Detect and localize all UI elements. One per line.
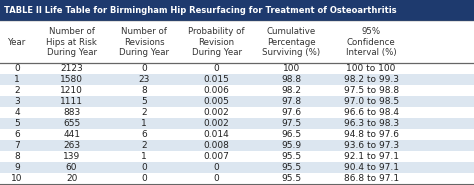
Text: 9: 9 bbox=[14, 163, 20, 172]
Text: 86.8 to 97.1: 86.8 to 97.1 bbox=[344, 174, 399, 183]
Text: 90.4 to 97.1: 90.4 to 97.1 bbox=[344, 163, 399, 172]
Text: 6: 6 bbox=[14, 130, 20, 139]
Text: 0: 0 bbox=[141, 64, 147, 73]
Text: 0.002: 0.002 bbox=[204, 119, 229, 128]
Text: 7: 7 bbox=[14, 141, 20, 150]
Text: TABLE II Life Table for Birmingham Hip Resurfacing for Treatment of Osteoarthrit: TABLE II Life Table for Birmingham Hip R… bbox=[4, 6, 396, 15]
Bar bbox=[0, 140, 474, 151]
Bar bbox=[0, 162, 474, 173]
Text: 1: 1 bbox=[141, 119, 147, 128]
Text: 0.002: 0.002 bbox=[204, 108, 229, 117]
Text: 95.5: 95.5 bbox=[282, 152, 301, 161]
Text: 94.8 to 97.6: 94.8 to 97.6 bbox=[344, 130, 399, 139]
Text: 1111: 1111 bbox=[60, 97, 83, 106]
Text: 100 to 100: 100 to 100 bbox=[346, 64, 396, 73]
Text: 0: 0 bbox=[214, 64, 219, 73]
Text: 0: 0 bbox=[214, 163, 219, 172]
Text: 95.9: 95.9 bbox=[282, 141, 301, 150]
Bar bbox=[0, 118, 474, 129]
Text: 60: 60 bbox=[66, 163, 77, 172]
Text: 0.006: 0.006 bbox=[204, 86, 229, 95]
Text: Number of
Revisions
During Year: Number of Revisions During Year bbox=[119, 27, 169, 57]
Text: 97.6: 97.6 bbox=[282, 108, 301, 117]
Text: 98.2: 98.2 bbox=[282, 86, 301, 95]
Bar bbox=[0, 96, 474, 107]
Text: 100: 100 bbox=[283, 64, 300, 73]
Text: 1580: 1580 bbox=[60, 75, 83, 84]
Text: 4: 4 bbox=[14, 108, 20, 117]
Text: 2: 2 bbox=[141, 141, 147, 150]
Text: 441: 441 bbox=[63, 130, 80, 139]
Text: 1210: 1210 bbox=[60, 86, 83, 95]
Text: 3: 3 bbox=[14, 97, 20, 106]
Text: 93.6 to 97.3: 93.6 to 97.3 bbox=[344, 141, 399, 150]
Text: 95.5: 95.5 bbox=[282, 163, 301, 172]
Text: 8: 8 bbox=[14, 152, 20, 161]
Text: 1: 1 bbox=[141, 152, 147, 161]
Text: 0.008: 0.008 bbox=[204, 141, 229, 150]
Bar bbox=[0, 74, 474, 85]
Text: 263: 263 bbox=[63, 141, 80, 150]
Bar bbox=[0, 151, 474, 162]
Text: 0.005: 0.005 bbox=[204, 97, 229, 106]
Text: 97.8: 97.8 bbox=[282, 97, 301, 106]
Text: 0.015: 0.015 bbox=[204, 75, 229, 84]
Text: Number of
Hips at Risk
During Year: Number of Hips at Risk During Year bbox=[46, 27, 97, 57]
Text: Cumulative
Percentage
Surviving (%): Cumulative Percentage Surviving (%) bbox=[263, 27, 320, 57]
Text: 2: 2 bbox=[14, 86, 20, 95]
Text: 883: 883 bbox=[63, 108, 80, 117]
Text: 5: 5 bbox=[141, 97, 147, 106]
Text: 98.2 to 99.3: 98.2 to 99.3 bbox=[344, 75, 399, 84]
Text: 96.3 to 98.3: 96.3 to 98.3 bbox=[344, 119, 399, 128]
Text: 23: 23 bbox=[138, 75, 150, 84]
Text: 96.5: 96.5 bbox=[282, 130, 301, 139]
Text: 1: 1 bbox=[14, 75, 20, 84]
Bar bbox=[0, 85, 474, 96]
Text: 97.0 to 98.5: 97.0 to 98.5 bbox=[344, 97, 399, 106]
Bar bbox=[0, 0, 474, 21]
Bar bbox=[0, 129, 474, 140]
Text: 98.8: 98.8 bbox=[282, 75, 301, 84]
Text: 97.5: 97.5 bbox=[282, 119, 301, 128]
Text: Year: Year bbox=[8, 38, 26, 47]
Text: 0.007: 0.007 bbox=[204, 152, 229, 161]
Text: 2: 2 bbox=[141, 108, 147, 117]
Text: 10: 10 bbox=[11, 174, 23, 183]
Text: Probability of
Revision
During Year: Probability of Revision During Year bbox=[188, 27, 245, 57]
Bar bbox=[0, 21, 474, 63]
Text: 0: 0 bbox=[141, 174, 147, 183]
Bar bbox=[0, 173, 474, 184]
Text: 0.014: 0.014 bbox=[204, 130, 229, 139]
Text: 0: 0 bbox=[214, 174, 219, 183]
Text: 6: 6 bbox=[141, 130, 147, 139]
Text: 20: 20 bbox=[66, 174, 77, 183]
Text: 95.5: 95.5 bbox=[282, 174, 301, 183]
Text: 96.6 to 98.4: 96.6 to 98.4 bbox=[344, 108, 399, 117]
Text: 655: 655 bbox=[63, 119, 80, 128]
Text: 92.1 to 97.1: 92.1 to 97.1 bbox=[344, 152, 399, 161]
Text: 8: 8 bbox=[141, 86, 147, 95]
Text: 5: 5 bbox=[14, 119, 20, 128]
Text: 0: 0 bbox=[14, 64, 20, 73]
Text: 95%
Confidence
Interval (%): 95% Confidence Interval (%) bbox=[346, 27, 396, 57]
Text: 2123: 2123 bbox=[60, 64, 83, 73]
Bar bbox=[0, 63, 474, 74]
Text: 0: 0 bbox=[141, 163, 147, 172]
Bar bbox=[0, 107, 474, 118]
Text: 139: 139 bbox=[63, 152, 80, 161]
Text: 97.5 to 98.8: 97.5 to 98.8 bbox=[344, 86, 399, 95]
